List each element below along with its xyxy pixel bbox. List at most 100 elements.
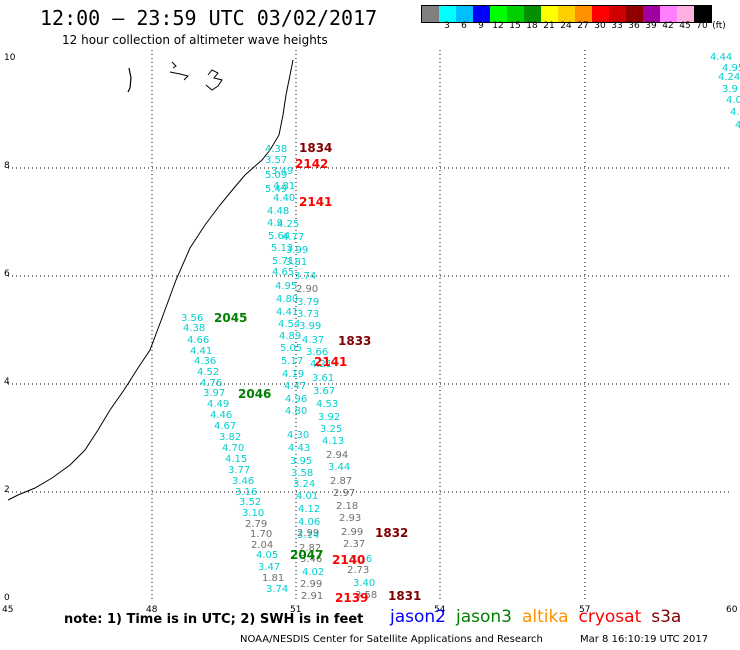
y-tick-label: 8 [4,161,10,171]
y-tick-label: 0 [4,593,10,603]
wave-height-value: 5.64 [268,231,290,242]
wave-height-values: 4.383.573.495.094.815.494.404.484.254.95… [181,52,740,602]
wave-height-value: 4.80 [285,406,307,417]
track-time-label: 1832 [375,526,408,540]
legend-swatch [592,6,609,22]
wave-height-value: 4.48 [267,206,289,217]
wave-height-value: 5.17 [281,356,303,367]
wave-height-value: 4.54 [278,319,300,330]
wave-height-value: 3.57 [265,155,287,166]
legend-swatch [439,6,456,22]
wave-height-value: 4.15 [225,454,247,465]
wave-height-value: 4.96 [285,394,307,405]
wave-height-value: 5.05 [280,343,302,354]
wave-height-value: 3.46 [300,554,322,565]
wave-height-value: 3.52 [239,497,261,508]
legend-swatch [609,6,626,22]
coastline [7,59,294,501]
wave-height-value: 4.81 [273,181,295,192]
legend-label: 42 [662,21,674,31]
wave-height-value: 4.38 [183,323,205,334]
legend-label: 6 [461,21,467,31]
wave-height-value: 4.25 [277,219,299,230]
wave-height-value: 4.01 [296,491,318,502]
wave-height-value: 4.44 [710,52,732,63]
wave-height-value: 3.25 [320,424,342,435]
legend-swatch [473,6,490,22]
wave-height-value: 4.80 [276,294,298,305]
satellite-legend-item: altika [522,607,569,627]
wave-height-value: 3.95 [290,456,312,467]
legend-swatch [456,6,473,22]
legend-label: 12 [492,21,504,31]
wave-height-value: 4.9 [267,218,283,229]
wave-height-value: 4 [735,120,740,131]
wave-height-value: 4.47 [284,381,306,392]
track-time-label: 1833 [338,334,371,348]
satellite-legend-item: jason2 [390,607,446,627]
legend-label: 45 [679,21,691,31]
track-time-label: 2142 [295,157,328,171]
satellite-legend-item: s3a [651,607,682,627]
legend-label: 9 [478,21,484,31]
wave-height-value: 3.99 [299,321,321,332]
track-time-label: 2141 [299,195,332,209]
wave-height-value: 4.95 [722,63,740,74]
legend-swatch [507,6,524,22]
wave-height-value: 2.18 [336,501,358,512]
track-time-label: 2139 [335,591,368,605]
legend-swatch [558,6,575,22]
wave-height-value: 4. [730,107,740,118]
wave-height-value: 3.66 [306,347,328,358]
footer-timestamp: Mar 8 16:10:19 UTC 2017 [580,634,709,645]
wave-height-value: 5.09 [265,170,287,181]
wave-height-value: 3.46 [232,476,254,487]
wave-height-value: 3.56 [181,313,203,324]
y-tick-label: 10 [4,53,16,63]
wave-height-value: 4.06 [298,517,320,528]
legend-label: 30 [594,21,606,31]
legend-label: 21 [543,21,555,31]
wave-height-value: 1.70 [250,529,272,540]
x-tick-label: 54 [434,605,446,615]
track-time-label: 2045 [214,311,247,325]
wave-height-value: 3.58 [355,590,377,601]
wave-height-value: 2.04 [251,540,273,551]
wave-height-value: 3.9 [722,84,738,95]
wave-height-value: 4.05 [256,550,278,561]
wave-height-value: 4.41 [190,346,212,357]
legend-swatch [490,6,507,22]
legend-swatch [643,6,660,22]
legend-label: 36 [628,21,640,31]
x-tick-label: 48 [146,605,158,615]
page-title: 12:00 – 23:59 UTC 03/02/2017 [40,6,378,30]
track-time-label: 2046 [238,387,271,401]
wave-height-value: 4.30 [287,430,309,441]
wave-height-value: 2.37 [343,539,365,550]
wave-height-value: 4.76 [200,378,222,389]
wave-height-value: 2.99 [297,528,319,539]
wave-height-value: 2.79 [245,519,267,530]
wave-height-value: 3.79 [297,297,319,308]
axis-labels: 45 48 51 54 57 60 10 8 6 4 2 0 [2,53,738,615]
wave-height-value: 4.38 [265,144,287,155]
wave-height-value: 2.90 [296,284,318,295]
wave-height-value: 4.53 [316,399,338,410]
satellite-legend: jason2 jason3 altika cryosat s3a [390,607,691,627]
wave-height-value: 2.97 [333,488,355,499]
wave-height-value: 3.10 [242,508,264,519]
track-time-label: 2140 [332,553,365,567]
wave-height-value: 4.13 [322,436,344,447]
footer-credit: NOAA/NESDIS Center for Satellite Applica… [240,634,543,645]
legend-label: 27 [577,21,589,31]
legend-swatch [626,6,643,22]
wave-height-value: 3.74 [266,584,288,595]
wave-height-value: 3.99 [286,245,308,256]
wave-height-value: 3.16 [350,554,372,565]
legend-swatch [541,6,558,22]
wave-height-value: 4.0 [726,95,740,106]
x-tick-label: 57 [579,605,590,615]
wave-height-value: 4.19 [282,369,304,380]
wave-height-value: 4.36 [194,356,216,367]
